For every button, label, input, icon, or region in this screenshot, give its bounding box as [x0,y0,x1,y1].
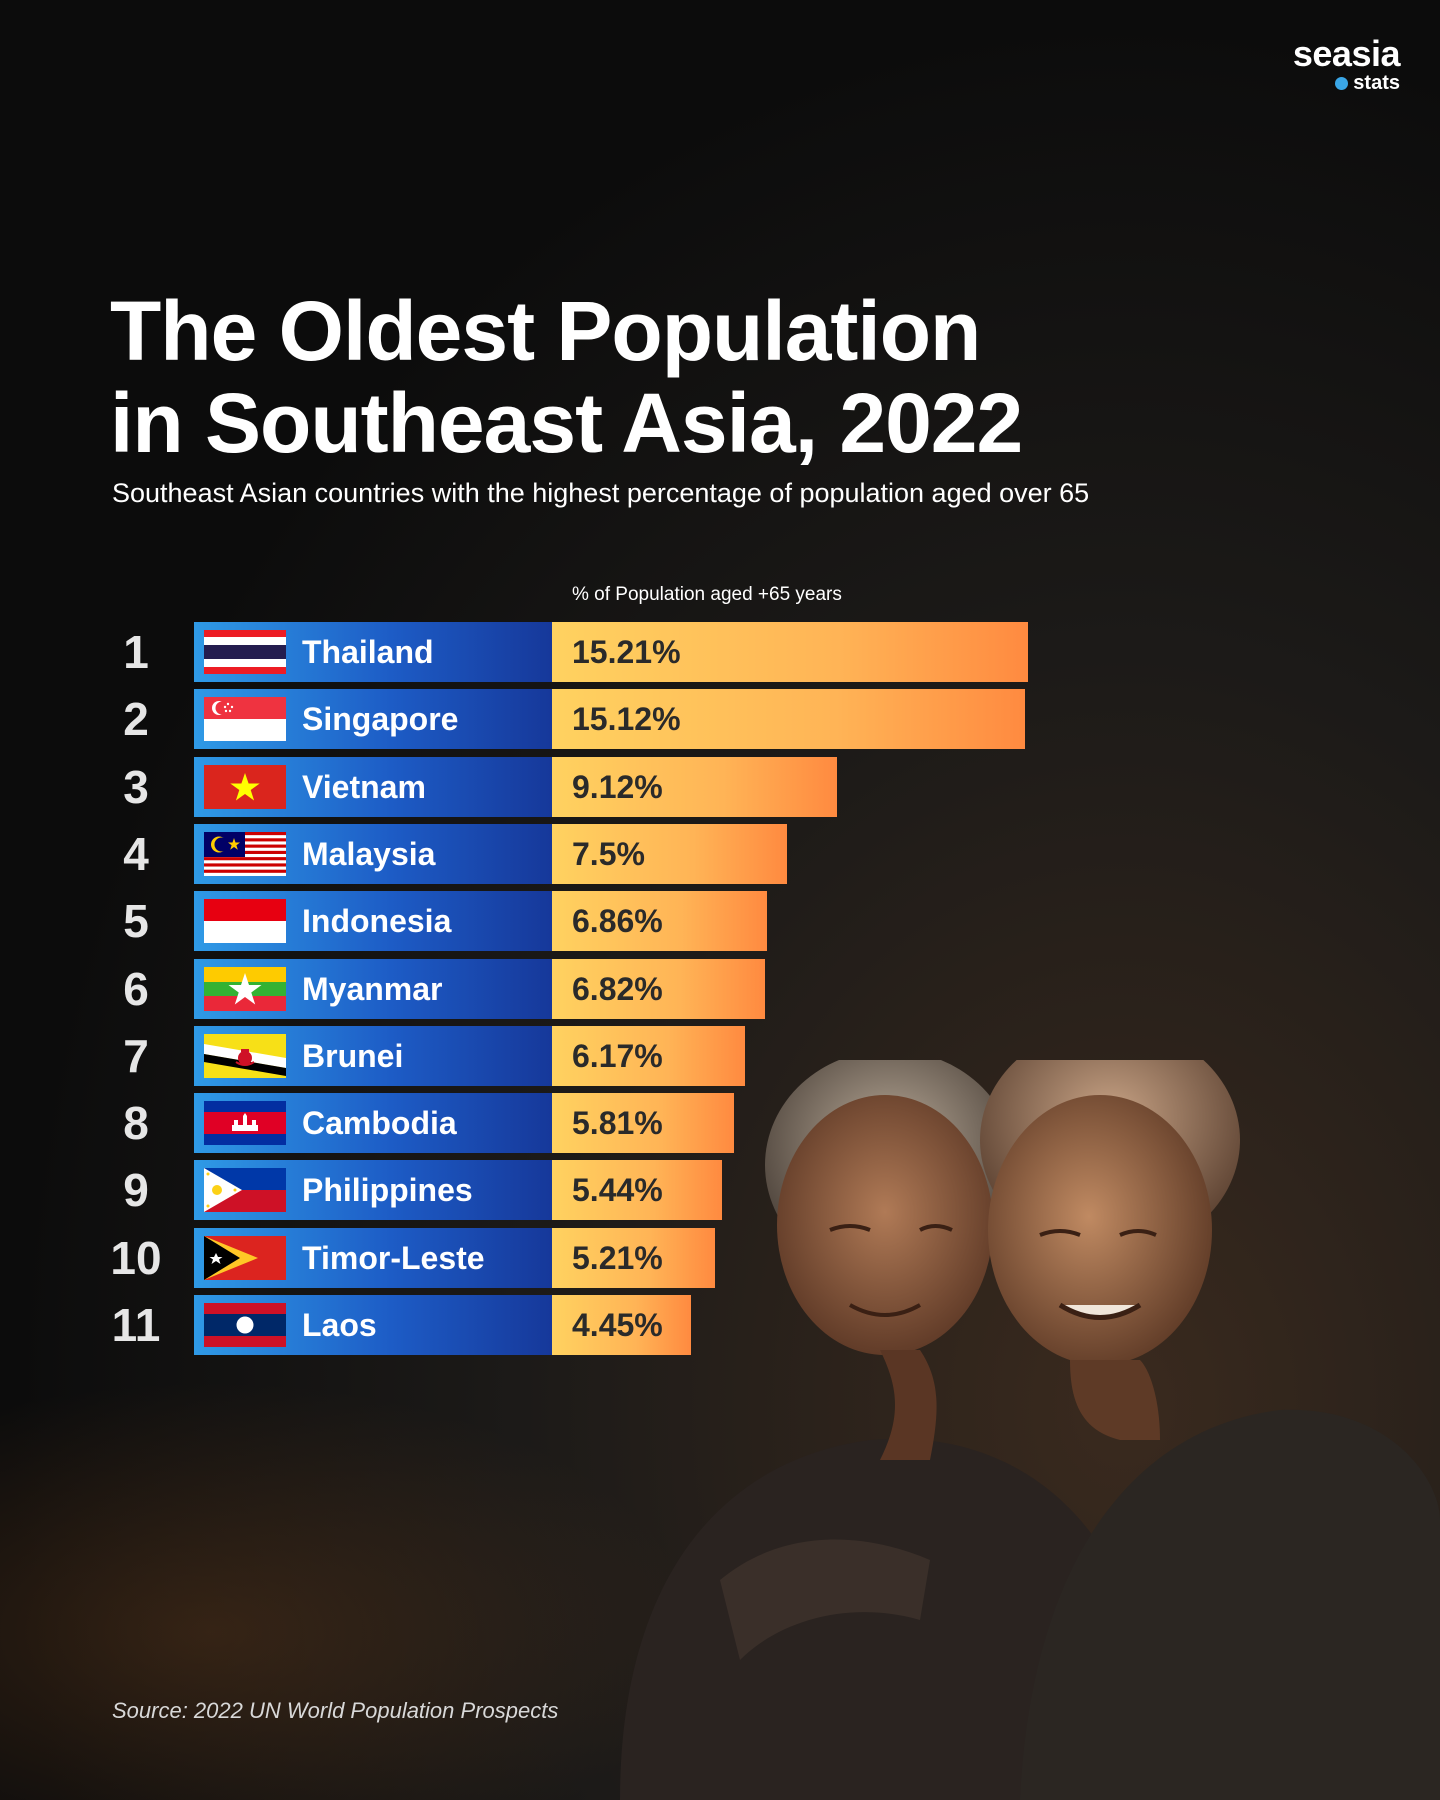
value-label: 6.17% [572,1037,663,1074]
singapore-flag [204,697,286,742]
value-bar [552,756,837,817]
chart-row: 8 Cambodia 5.81% [0,1093,1100,1154]
country-name: Thailand [302,634,434,670]
value-label: 4.45% [572,1307,663,1343]
country-name: Vietnam [302,768,426,805]
page-title: The Oldest Population in Southeast Asia,… [110,285,1310,470]
value-bar [552,891,767,952]
country-label-box: Malaysia [194,823,552,884]
country-label-box: Timor-Leste [194,1227,552,1288]
country-name: Brunei [302,1037,404,1074]
globe-icon [1335,77,1349,90]
value-bar [552,1093,734,1154]
rank-label: 7 [123,1029,149,1082]
thailand-flag [204,630,286,674]
logo-sub-text: stats [1353,72,1400,94]
chart-row: 1 Thailand 15.21% [0,622,1100,682]
logo-wordmark: seasia [1292,33,1401,74]
philippines-flag [204,1168,286,1213]
rank-label: 5 [123,895,149,948]
value-label: 6.86% [572,903,663,940]
country-name: Myanmar [302,970,443,1007]
value-axis-label: % of Population aged +65 years [572,584,842,605]
value-bar [552,689,1025,750]
value-label: 15.21% [572,634,681,670]
rank-label: 4 [123,827,149,880]
rank-label: 9 [123,1164,149,1217]
country-name: Indonesia [302,903,452,940]
country-name: Timor-Leste [302,1239,485,1276]
value-bar [552,622,1028,682]
chart-row: 2 Singapore 15.12% [0,689,1100,750]
country-name: Philippines [302,1172,473,1209]
country-label-box: Brunei [194,1025,552,1086]
value-label: 5.21% [572,1239,663,1276]
laos-flag [204,1303,286,1347]
chart-row: 10 Timor-Leste 5.21% [0,1227,1100,1288]
page-subtitle: Southeast Asian countries with the highe… [112,478,1090,508]
country-name: Singapore [302,701,459,738]
timor-leste-flag [204,1235,286,1280]
country-name: Cambodia [302,1105,457,1142]
chart-row: 7 Brunei 6.17% [0,1025,1100,1086]
country-label-box: Philippines [194,1160,552,1221]
myanmar-flag [204,966,286,1011]
rank-label: 3 [123,760,149,813]
country-label-box: Vietnam [194,756,552,817]
chart-row: 9 Philippines 5.44% [0,1160,1100,1221]
brunei-flag [204,1033,286,1078]
rank-label: 6 [123,962,149,1015]
seasia-stats-logo: seasia stats [1292,33,1401,95]
vietnam-flag [204,764,286,809]
rank-label: 8 [123,1097,149,1150]
chart-row: 5 Indonesia 6.86% [0,891,1100,952]
country-label-box: Myanmar [194,958,552,1019]
rank-label: 1 [123,626,149,678]
cambodia-flag [204,1101,286,1146]
country-label-box: Indonesia [194,891,552,952]
indonesia-flag [204,899,286,944]
value-label: 5.44% [572,1172,663,1209]
value-label: 5.81% [572,1105,663,1142]
rank-label: 11 [111,1299,161,1351]
rank-label: 2 [123,693,149,746]
value-bar [552,958,765,1019]
value-bar [552,1025,745,1086]
source-note: Source: 2022 UN World Population Prospec… [112,1698,559,1723]
value-bar [552,1160,722,1221]
country-label-box: Laos [194,1295,552,1355]
country-name: Malaysia [302,835,436,872]
malaysia-flag [204,831,286,876]
elderly-couple-photo [620,1060,1440,1800]
chart-row: 3 Vietnam 9.12% [0,756,1100,817]
value-bar [552,823,787,884]
value-label: 6.82% [572,970,663,1007]
chart-row: 6 Myanmar 6.82% [0,958,1100,1019]
country-name: Laos [302,1307,377,1343]
value-label: 9.12% [572,768,663,805]
logo-subline: stats [1293,72,1400,95]
country-label-box: Thailand [194,622,552,682]
title-line-1: The Oldest Population [110,284,981,378]
title-line-2: in Southeast Asia, 2022 [110,376,1023,471]
country-label-box: Cambodia [194,1093,552,1154]
value-bar [552,1295,691,1355]
rank-label: 10 [110,1231,162,1284]
country-label-box: Singapore [194,689,552,750]
background-glow [0,1380,700,1800]
chart-row: 4 Malaysia 7.5% [0,823,1100,884]
value-label: 7.5% [572,835,645,872]
value-label: 15.12% [572,701,681,738]
chart-row: 11 Laos 4.45% [0,1295,1100,1355]
value-bar [552,1227,715,1288]
